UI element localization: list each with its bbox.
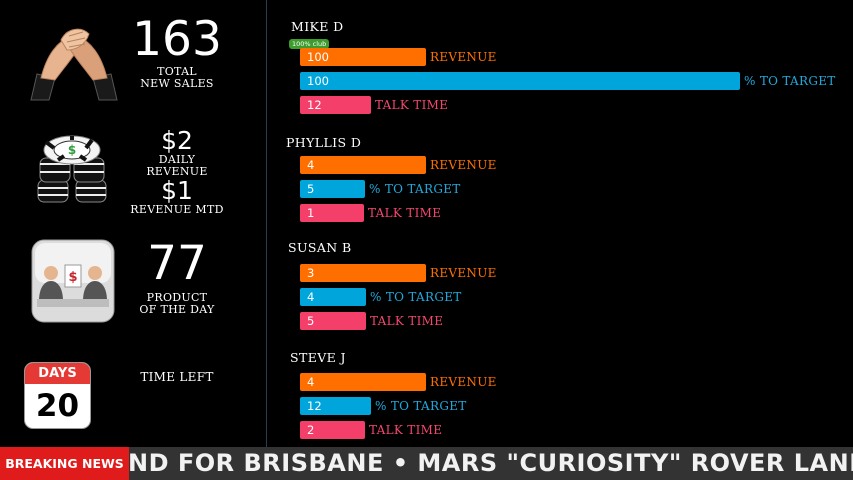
revenue-label: REVENUE [430,158,497,172]
revenue-bar: 4 [300,373,426,391]
poker-chips-icon: $ [37,135,107,203]
revenue-mtd-value: $1 [161,176,193,205]
target-bar: 100 [300,72,740,90]
revenue-bar: 3 [300,264,426,282]
total-new-sales-value: 163 [132,12,222,67]
talk-time-bar: 5 [300,312,366,330]
calendar-header: DAYS [25,363,90,384]
rep-name: MIKE D [291,19,344,34]
talk-time-label: TALK TIME [369,423,443,437]
daily-revenue-label: DAILY REVENUE [146,153,208,178]
target-bar: 4 [300,288,366,306]
rep-name: PHYLLIS D [286,135,362,150]
days-left-value: 20 [35,388,80,424]
rep-name: SUSAN B [288,240,352,255]
calendar-icon: DAYS 20 [24,362,91,429]
handshake-icon [30,28,118,101]
talk-time-bar: 12 [300,96,371,114]
news-ticker: ND FOR BRISBANE • MARS "CURIOSITY" ROVER… [0,447,853,480]
revenue-mtd-label: REVENUE MTD [130,203,224,216]
revenue-bar: 4 [300,156,426,174]
revenue-label: REVENUE [430,266,497,280]
business-meeting-icon: $ [31,239,115,323]
revenue-label: REVENUE [430,50,497,64]
target-bar: 12 [300,397,371,415]
svg-text:$: $ [68,143,76,157]
revenue-label: REVENUE [430,375,497,389]
time-left-label: TIME LEFT [140,370,214,384]
target-label: % TO TARGET [744,74,836,88]
svg-text:$: $ [68,270,77,285]
product-of-day-value: 77 [147,236,207,291]
talk-time-bar: 2 [300,421,365,439]
product-of-day-label: PRODUCT OF THE DAY [128,292,226,316]
target-label: % TO TARGET [369,182,461,196]
product-of-day-label-line2: OF THE DAY [139,303,215,316]
target-label: % TO TARGET [370,290,462,304]
target-label: % TO TARGET [375,399,467,413]
rep-name: STEVE J [290,350,346,365]
total-new-sales-label-line2: NEW SALES [140,77,214,90]
ticker-text: ND FOR BRISBANE • MARS "CURIOSITY" ROVER… [128,449,853,477]
total-new-sales-label: TOTAL NEW SALES [128,66,226,90]
daily-revenue-value: $2 [161,126,193,155]
talk-time-label: TALK TIME [368,206,442,220]
talk-time-label: TALK TIME [375,98,449,112]
revenue-bar: 100 [300,48,426,66]
total-new-sales-label-line1: TOTAL [157,65,197,78]
club-badge: 100% club [289,39,330,49]
product-of-day-label-line1: PRODUCT [146,291,208,304]
breaking-news-label: BREAKING NEWS [0,447,129,480]
column-divider [266,0,267,447]
talk-time-label: TALK TIME [370,314,444,328]
target-bar: 5 [300,180,365,198]
talk-time-bar: 1 [300,204,364,222]
